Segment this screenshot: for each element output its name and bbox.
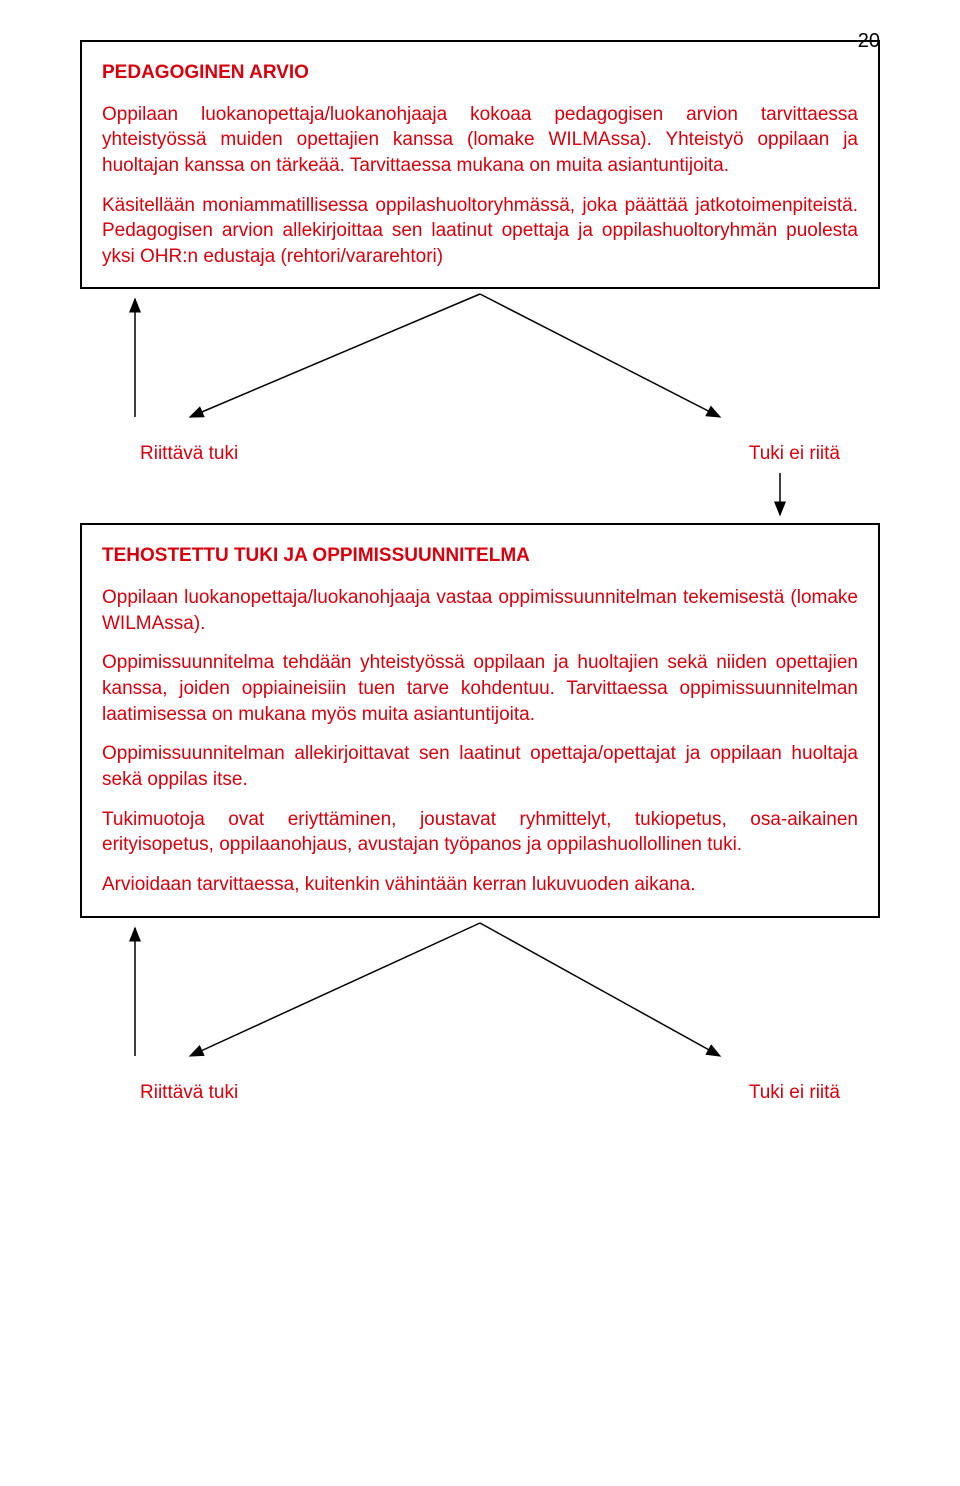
connector-svg-1b	[80, 473, 880, 523]
box2-p5: Arvioidaan tarvittaessa, kuitenkin vähin…	[102, 872, 858, 898]
arrow-box1-to-right	[480, 294, 720, 417]
box2-title: TEHOSTETTU TUKI JA OPPIMISSUUNNITELMA	[102, 543, 858, 569]
label-riittava-tuki-1: Riittävä tuki	[140, 443, 238, 465]
labels-row-1: Riittävä tuki Tuki ei riitä	[80, 443, 880, 465]
page-number: 20	[858, 30, 880, 53]
label-tuki-ei-riita-2: Tuki ei riitä	[749, 1082, 840, 1104]
connector-svg-2	[80, 918, 880, 1078]
box1-p1: Oppilaan luokanopettaja/luokanohjaaja ko…	[102, 102, 858, 179]
connector-svg-1	[80, 289, 880, 439]
label-riittava-tuki-2: Riittävä tuki	[140, 1082, 238, 1104]
arrow-box2-to-left	[190, 923, 480, 1056]
labels-row-2: Riittävä tuki Tuki ei riitä	[80, 1082, 880, 1104]
box1-p2: Käsitellään moniammatillisessa oppilashu…	[102, 193, 858, 270]
box2-p4: Tukimuotoja ovat eriyttäminen, joustavat…	[102, 807, 858, 858]
arrow-box1-to-left	[190, 294, 480, 417]
box-tehostettu-tuki: TEHOSTETTU TUKI JA OPPIMISSUUNNITELMA Op…	[80, 523, 880, 917]
box-pedagoginen-arvio: PEDAGOGINEN ARVIO Oppilaan luokanopettaj…	[80, 40, 880, 289]
box2-p2: Oppimissuunnitelma tehdään yhteistyössä …	[102, 650, 858, 727]
box2-p3: Oppimissuunnitelman allekirjoittavat sen…	[102, 741, 858, 792]
arrow-box2-to-right	[480, 923, 720, 1056]
box2-p1: Oppilaan luokanopettaja/luokanohjaaja va…	[102, 585, 858, 636]
box1-title: PEDAGOGINEN ARVIO	[102, 60, 858, 86]
page: 20 PEDAGOGINEN ARVIO Oppilaan luokanopet…	[0, 0, 960, 1486]
label-tuki-ei-riita-1: Tuki ei riitä	[749, 443, 840, 465]
